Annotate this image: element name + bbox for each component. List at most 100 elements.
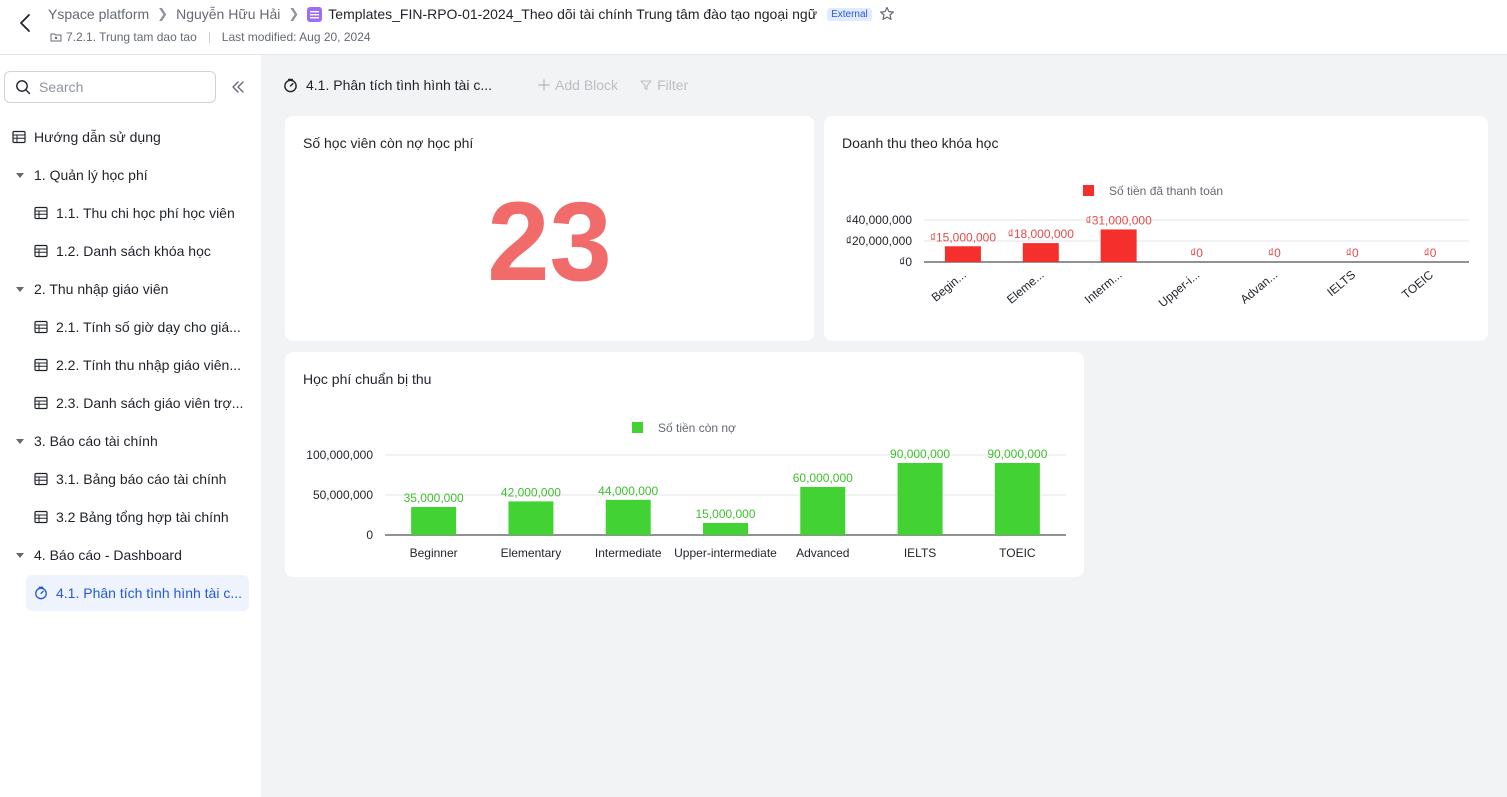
x-tick-label: Eleme... <box>1004 268 1047 307</box>
table-icon <box>34 472 48 486</box>
sidebar-item-label: 4. Báo cáo - Dashboard <box>34 547 182 563</box>
search-icon <box>16 80 31 95</box>
x-tick-label: Advan... <box>1238 268 1281 307</box>
table-icon <box>34 320 48 334</box>
folder-name[interactable]: 7.2.1. Trung tam dao tao <box>66 30 197 44</box>
dashboard-icon <box>35 586 47 600</box>
data-label: 42,000,000 <box>501 485 561 499</box>
folder-icon <box>50 33 62 42</box>
sidebar-item-label: 3. Báo cáo tài chính <box>34 433 158 449</box>
data-label: ₫0 <box>1424 246 1437 260</box>
header: Yspace platform ❯ Nguyễn Hữu Hải ❯ Templ… <box>0 0 1507 55</box>
data-label: 15,000,000 <box>695 507 755 521</box>
revenue-bar-chart: Số tiền đã thanh toán ₫0 ₫20,000,000 ₫40,00… <box>846 184 1469 310</box>
sidebar-item[interactable]: 4. Báo cáo - Dashboard <box>0 536 261 574</box>
sidebar-item[interactable]: 2. Thu nhập giáo viên <box>0 270 261 308</box>
collapse-sidebar-icon[interactable] <box>229 78 247 96</box>
bar <box>1022 243 1059 262</box>
caret-down-icon[interactable] <box>15 550 25 560</box>
x-tick-label: Beginner <box>410 546 458 560</box>
caret-down-icon[interactable] <box>15 284 25 294</box>
data-label: ₫0 <box>1268 246 1281 260</box>
chevron-right-icon: ❯ <box>157 6 169 21</box>
sidebar-item-label: 1.1. Thu chi học phí học viên <box>56 205 235 221</box>
upcoming-fees-bar-chart: Số tiền còn nợ 0 50,000,000 100,000,000 35,0… <box>306 421 1066 560</box>
x-tick-label: Interm... <box>1082 268 1125 307</box>
last-modified: Last modified: Aug 20, 2024 <box>221 30 371 44</box>
debt-count-value: 23 <box>487 179 612 304</box>
sidebar-item[interactable]: 3.1. Bảng báo cáo tài chính <box>0 460 261 498</box>
sidebar-item[interactable]: 1.2. Danh sách khóa học <box>0 232 261 270</box>
add-block-label: Add Block <box>555 77 619 93</box>
breadcrumb-current-doc[interactable]: Templates_FIN-RPO-01-2024_Theo dõi tài c… <box>328 6 818 22</box>
x-tick-label: Begin... <box>929 268 969 305</box>
sidebar-item[interactable]: 2.2. Tính thu nhập giáo viên... <box>0 346 261 384</box>
sidebar-item[interactable]: 1.1. Thu chi học phí học viên <box>0 194 261 232</box>
y-tick-label: ₫20,000,000 <box>846 234 913 248</box>
sidebar-item[interactable]: 4.1. Phân tích tình hình tài c... <box>26 575 249 611</box>
caret-down-icon[interactable] <box>15 436 25 446</box>
x-tick-label: IELTS <box>1324 268 1358 300</box>
sidebar-item[interactable]: 2.3. Danh sách giáo viên trợ... <box>0 384 261 422</box>
upcoming-fees-chart-card[interactable]: Học phí chuẩn bị thu Số tiền còn nợ 0 50,0… <box>285 352 1084 577</box>
bar <box>703 523 748 535</box>
debt-count-card[interactable]: Số học viên còn nợ học phí 23 <box>285 116 814 341</box>
sidebar-item[interactable]: 2.1. Tính số giờ dạy cho giá... <box>0 308 261 346</box>
divider <box>208 31 210 43</box>
sidebar-item[interactable]: 1. Quản lý học phí <box>0 156 261 194</box>
y-tick-label: ₫40,000,000 <box>846 213 913 227</box>
sidebar-item-label: 1.2. Danh sách khóa học <box>56 243 211 259</box>
sidebar-item-label: 2.3. Danh sách giáo viên trợ... <box>56 395 244 411</box>
data-label: ₫0 <box>1346 246 1359 260</box>
table-icon <box>34 206 48 220</box>
revenue-chart-card[interactable]: Doanh thu theo khóa học Số tiền đã thanh… <box>824 116 1488 341</box>
x-tick-label: Upper-intermediate <box>674 546 777 560</box>
breadcrumb: Yspace platform ❯ Nguyễn Hữu Hải ❯ Templ… <box>48 6 895 22</box>
data-label: ₫31,000,000 <box>1086 213 1153 227</box>
sidebar: Hướng dẫn sử dụng 1. Quản lý học phí 1.1. … <box>0 55 261 797</box>
sidebar-item-label: Hướng dẫn sử dụng <box>34 129 161 145</box>
card-title: Học phí chuẩn bị thu <box>303 371 432 387</box>
dashboard-toolbar: 4.1. Phân tích tình hình tài c... Add Bl… <box>283 75 710 95</box>
table-icon <box>34 358 48 372</box>
y-tick-label: 100,000,000 <box>306 448 373 462</box>
data-label: ₫0 <box>1190 246 1203 260</box>
sidebar-item[interactable]: 3.2 Bảng tổng hợp tài chính <box>0 498 261 536</box>
caret-down-icon[interactable] <box>15 170 25 180</box>
table-icon <box>34 510 48 524</box>
breadcrumb-workspace[interactable]: Yspace platform <box>48 6 150 22</box>
x-tick-label: Upper-i... <box>1156 268 1203 310</box>
external-badge: External <box>827 7 872 21</box>
back-arrow-icon[interactable] <box>16 12 36 34</box>
sidebar-item[interactable]: 3. Báo cáo tài chính <box>0 422 261 460</box>
add-block-button[interactable]: Add Block <box>538 77 618 93</box>
x-tick-label: IELTS <box>904 546 936 560</box>
dashboard-title: 4.1. Phân tích tình hình tài c... <box>306 77 493 93</box>
bar <box>944 246 981 262</box>
data-label: ₫18,000,000 <box>1008 227 1075 241</box>
y-tick-label: 0 <box>366 528 373 542</box>
x-tick-label: Elementary <box>501 546 562 560</box>
sidebar-item[interactable]: Hướng dẫn sử dụng <box>0 118 261 156</box>
search-box[interactable] <box>4 71 216 103</box>
y-tick-label: ₫0 <box>899 255 912 269</box>
bar <box>1100 229 1137 262</box>
legend-label: Số tiền còn nợ <box>658 421 736 435</box>
search-input[interactable] <box>39 79 199 95</box>
x-tick-label: TOEIC <box>999 546 1036 560</box>
filter-button[interactable]: Filter <box>640 77 688 93</box>
sidebar-item-label: 2.1. Tính số giờ dạy cho giá... <box>56 319 241 335</box>
sidebar-item-label: 2.2. Tính thu nhập giáo viên... <box>56 357 241 373</box>
data-label: 35,000,000 <box>404 491 464 505</box>
sidebar-item-label: 4.1. Phân tích tình hình tài c... <box>56 585 243 601</box>
x-tick-label: Advanced <box>796 546 849 560</box>
sidebar-item-label: 1. Quản lý học phí <box>34 167 148 183</box>
card-title: Số học viên còn nợ học phí <box>303 135 474 151</box>
star-icon[interactable] <box>879 6 895 22</box>
table-icon <box>34 244 48 258</box>
legend-swatch <box>1083 185 1094 196</box>
legend-label: Số tiền đã thanh toán <box>1109 184 1223 198</box>
bar <box>897 463 943 535</box>
breadcrumb-owner[interactable]: Nguyễn Hữu Hải <box>176 6 281 22</box>
bar <box>994 463 1040 535</box>
